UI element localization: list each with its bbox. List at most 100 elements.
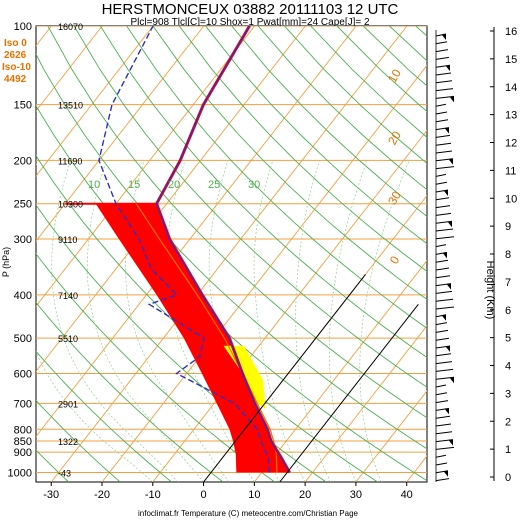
- wind-barb: [435, 298, 454, 302]
- wind-barb: [435, 119, 449, 123]
- isotherm-line: [36, 26, 255, 307]
- wind-barb: [435, 462, 448, 466]
- moist-adiabat: [51, 160, 179, 482]
- moist-adiabat: [295, 160, 331, 482]
- wind-pennant: [450, 377, 454, 384]
- pressure-tick-label: 200: [14, 155, 32, 167]
- isotherm-line: [355, 390, 427, 482]
- iso0-height: 2626: [4, 50, 27, 61]
- dry-adiabat: [73, 26, 427, 388]
- theta-label: 30: [248, 179, 260, 191]
- geopotential-height-label: 10300: [58, 200, 83, 210]
- mixing-ratio-label: 30: [385, 188, 404, 207]
- wind-barbs: [435, 30, 455, 482]
- wind-barb: [435, 64, 451, 68]
- right-axis-title: Height (Km): [484, 261, 496, 320]
- wind-pennant: [446, 65, 450, 72]
- pressure-tick-label: 400: [14, 290, 32, 302]
- isotherm-line: [253, 259, 427, 482]
- wind-pennant: [445, 127, 449, 134]
- moist-adiabat: [328, 160, 368, 482]
- wind-barb: [435, 322, 448, 326]
- dry-adiabat: [36, 350, 172, 482]
- dry-adiabat: [178, 26, 427, 272]
- dry-adiabat: [36, 399, 121, 482]
- wind-barb: [435, 392, 448, 396]
- wind-barb: [435, 173, 447, 177]
- x-tick-label: 0: [201, 489, 207, 501]
- chart-title: HERSTMONCEUX 03882 20111103 12 UTC: [102, 1, 399, 18]
- wind-pennant: [445, 408, 449, 415]
- geopotential-height-label: 13510: [58, 101, 83, 111]
- freezing-isotherm-line: [203, 274, 366, 482]
- dry-adiabat: [205, 26, 427, 245]
- dry-adiabat: [231, 26, 427, 218]
- wind-barb: [435, 376, 455, 380]
- pressure-tick-label: 900: [14, 447, 32, 459]
- height-tick-label: 16: [505, 26, 517, 38]
- dry-adiabat: [36, 253, 275, 482]
- pressure-tick-label: 850: [14, 436, 32, 448]
- wind-barb: [435, 267, 450, 271]
- credit-line: infoclimat.fr Temperature (C) meteocentr…: [138, 509, 358, 518]
- x-tick-label: 30: [350, 489, 362, 501]
- wind-barb: [435, 345, 451, 349]
- height-tick-label: 15: [505, 54, 517, 66]
- x-tick-label: -20: [94, 489, 110, 501]
- wind-barb: [435, 368, 454, 372]
- wind-barb: [435, 384, 447, 388]
- moist-adiabat: [86, 160, 204, 482]
- theta-label: 15: [128, 179, 140, 191]
- height-tick-label: 13: [505, 110, 517, 122]
- wind-pennant: [449, 439, 453, 446]
- theta-label: 25: [208, 179, 220, 191]
- pressure-tick-label: 300: [14, 234, 32, 246]
- wind-barb: [435, 236, 455, 240]
- x-tick-label: -30: [43, 489, 59, 501]
- wind-barb: [435, 205, 451, 209]
- chart-subtitle: Plcl=908 Tlcl[C]=10 Shox=1 Pwat[mm]=24 C…: [130, 17, 370, 28]
- wind-barb: [435, 49, 449, 53]
- wind-barb: [435, 314, 447, 318]
- height-tick-label: 0: [505, 472, 511, 484]
- pressure-tick-label: 100: [14, 21, 32, 33]
- geopotential-height-label: 11690: [58, 156, 82, 166]
- height-tick-label: 11: [505, 165, 516, 177]
- height-tick-label: 9: [505, 221, 511, 233]
- wind-barb: [435, 197, 450, 201]
- moist-adiabat: [359, 160, 410, 482]
- wind-barb: [435, 400, 449, 404]
- theta-label: 10: [88, 179, 100, 191]
- wind-barb: [435, 251, 448, 255]
- dry-adiabat: [36, 204, 327, 482]
- wind-barb: [435, 72, 452, 76]
- wind-pennant: [444, 470, 448, 477]
- dry-adiabat: [47, 26, 427, 419]
- pressure-tick-label: 150: [14, 100, 32, 112]
- wind-barb: [435, 283, 452, 287]
- pressure-tick-label: 700: [14, 398, 32, 410]
- cin-area: [95, 203, 290, 473]
- wind-barb: [435, 446, 455, 450]
- isotherm-line: [36, 26, 103, 112]
- geopotential-height-label: 9110: [58, 235, 77, 245]
- height-tick-label: 12: [505, 138, 517, 150]
- height-tick-label: 4: [505, 361, 511, 373]
- wind-barb: [435, 275, 451, 279]
- wind-barb: [435, 361, 453, 365]
- y-axis-title: P (hPa): [1, 247, 11, 277]
- height-tick-label: 3: [505, 388, 511, 400]
- pressure-tick-label: 250: [14, 199, 32, 211]
- height-tick-label: 10: [505, 193, 517, 205]
- geopotential-height-label: 7140: [58, 291, 78, 301]
- pressure-tick-label: 1000: [8, 468, 32, 480]
- wind-barb: [435, 337, 450, 341]
- dry-adiabat: [126, 26, 427, 329]
- geopotential-height-label: 1322: [58, 437, 78, 447]
- dry-adiabat: [36, 449, 69, 482]
- wind-barb: [435, 212, 452, 216]
- isotherm-line: [304, 325, 427, 482]
- x-tick-label: 10: [248, 489, 260, 501]
